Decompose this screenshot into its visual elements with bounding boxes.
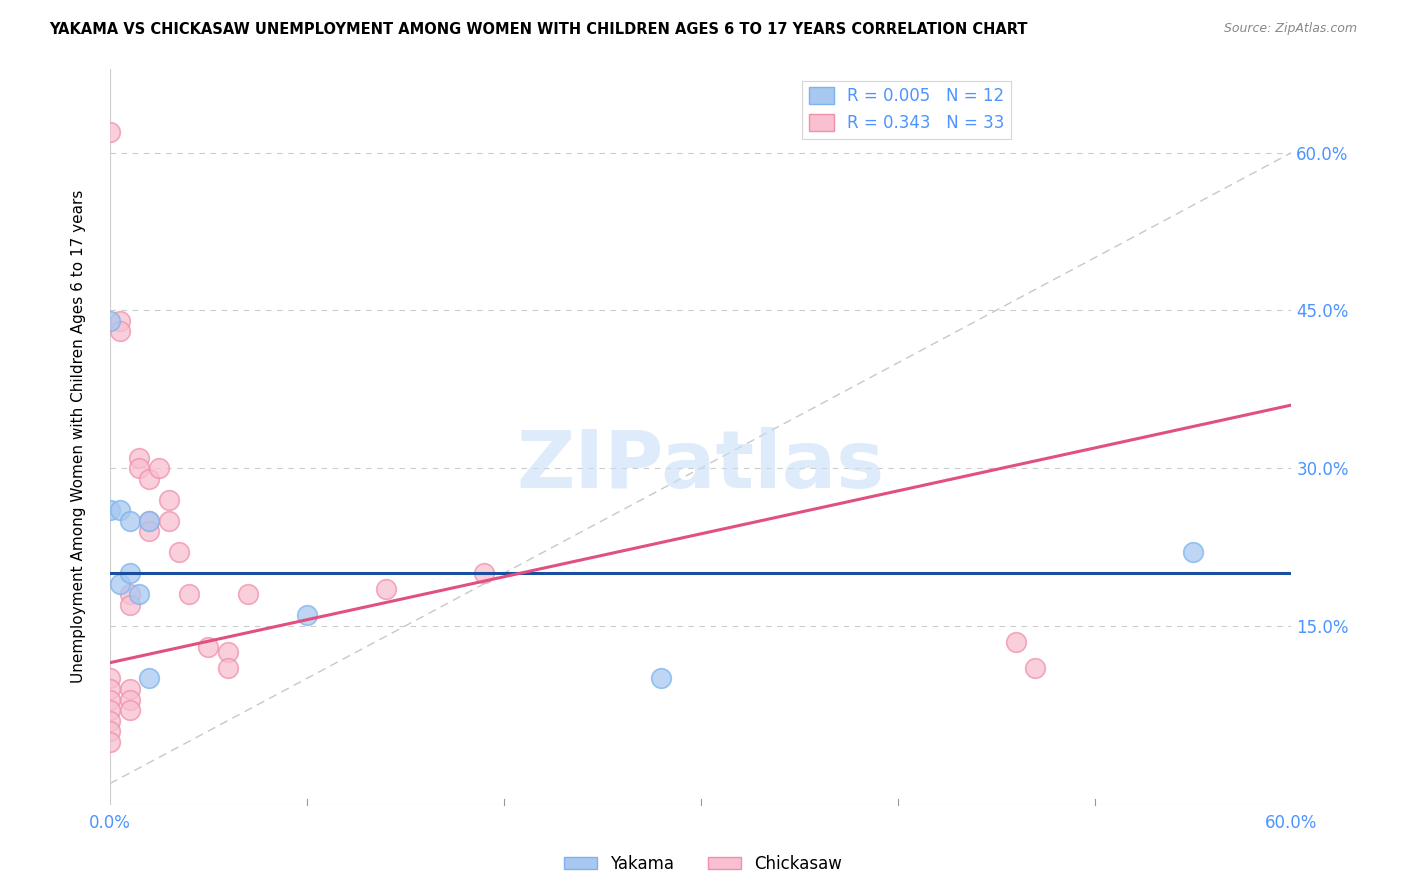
Point [138, 672, 160, 686]
Point [1182, 545, 1205, 559]
Text: Source: ZipAtlas.com: Source: ZipAtlas.com [1223, 22, 1357, 36]
Y-axis label: Unemployment Among Women with Children Ages 6 to 17 years: Unemployment Among Women with Children A… [72, 190, 86, 683]
Point [118, 566, 141, 581]
Point [650, 672, 672, 686]
Point [98, 314, 121, 328]
Point [148, 461, 170, 475]
Point [98, 672, 121, 686]
Point [98, 714, 121, 728]
Point [236, 587, 259, 601]
Point [98, 703, 121, 717]
Point [138, 524, 160, 539]
Point [108, 503, 131, 517]
Point [118, 681, 141, 696]
Point [374, 582, 396, 596]
Point [1004, 634, 1026, 648]
Point [118, 514, 141, 528]
Point [98, 681, 121, 696]
Point [138, 514, 160, 528]
Point [108, 577, 131, 591]
Point [108, 314, 131, 328]
Point [128, 450, 150, 465]
Point [138, 472, 160, 486]
Point [118, 703, 141, 717]
Legend: R = 0.005   N = 12, R = 0.343   N = 33: R = 0.005 N = 12, R = 0.343 N = 33 [803, 80, 1011, 138]
Point [118, 598, 141, 612]
Point [98, 503, 121, 517]
Point [98, 734, 121, 748]
Point [98, 125, 121, 139]
Point [217, 661, 239, 675]
Text: ZIPatlas: ZIPatlas [516, 427, 884, 505]
Point [108, 325, 131, 339]
Point [118, 692, 141, 706]
Text: YAKAMA VS CHICKASAW UNEMPLOYMENT AMONG WOMEN WITH CHILDREN AGES 6 TO 17 YEARS CO: YAKAMA VS CHICKASAW UNEMPLOYMENT AMONG W… [49, 22, 1028, 37]
Point [217, 645, 239, 659]
Point [118, 587, 141, 601]
Point [128, 461, 150, 475]
Point [472, 566, 495, 581]
Point [295, 608, 318, 623]
Point [138, 514, 160, 528]
Point [157, 514, 180, 528]
Point [197, 640, 219, 654]
Point [177, 587, 200, 601]
Point [98, 692, 121, 706]
Point [157, 492, 180, 507]
Legend: Yakama, Chickasaw: Yakama, Chickasaw [557, 848, 849, 880]
Point [1024, 661, 1046, 675]
Point [128, 587, 150, 601]
Point [167, 545, 190, 559]
Point [98, 724, 121, 739]
